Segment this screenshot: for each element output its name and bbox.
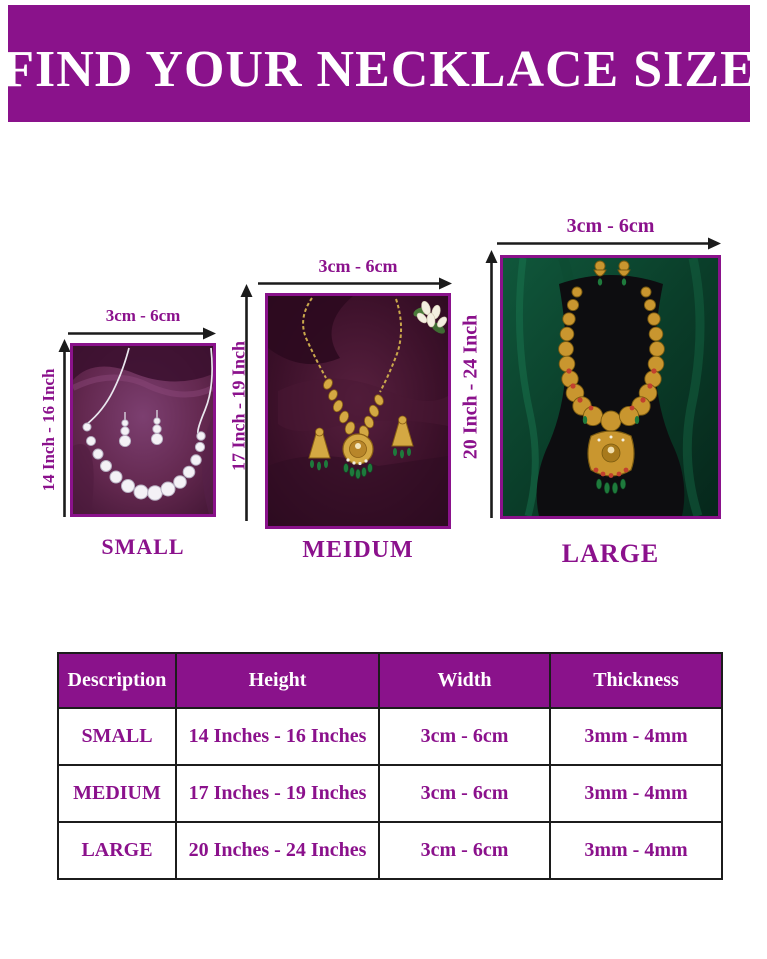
large-width-arrow xyxy=(497,237,721,250)
medium-length-label: 17 Inch - 19 Inch xyxy=(228,340,249,472)
medium-width-arrow xyxy=(258,277,452,290)
large-width-label: 3cm - 6cm xyxy=(566,215,655,237)
small-necklace-illustration xyxy=(73,346,213,514)
large-length-label: 20 Inch - 24 Inch xyxy=(459,314,482,460)
medium-size-name: MEIDUM xyxy=(302,537,414,563)
large-necklace-illustration xyxy=(503,258,718,516)
cell-small-height: 14 Inches - 16 Inches xyxy=(175,707,380,766)
small-length-label: 14 Inch - 16 Inch xyxy=(39,368,58,492)
cell-large-height: 20 Inches - 24 Inches xyxy=(175,821,380,880)
medium-width-label: 3cm - 6cm xyxy=(318,256,398,276)
cell-medium-description: MEDIUM xyxy=(57,764,177,823)
header-banner: FIND YOUR NECKLACE SIZE xyxy=(2,5,755,122)
small-size-name: SMALL xyxy=(101,534,185,559)
header-thickness: Thickness xyxy=(549,652,723,709)
header-description: Description xyxy=(57,652,177,709)
table-row-large: LARGE 20 Inches - 24 Inches 3cm - 6cm 3m… xyxy=(57,821,723,880)
small-width-arrow xyxy=(68,327,216,340)
cell-small-description: SMALL xyxy=(57,707,177,766)
cell-large-width: 3cm - 6cm xyxy=(378,821,551,880)
table-row-small: SMALL 14 Inches - 16 Inches 3cm - 6cm 3m… xyxy=(57,707,723,766)
cell-small-width: 3cm - 6cm xyxy=(378,707,551,766)
medium-height-arrow xyxy=(240,284,253,521)
header-height: Height xyxy=(175,652,380,709)
small-width-label: 3cm - 6cm xyxy=(105,306,181,325)
large-height-arrow xyxy=(485,250,498,518)
large-size-name: LARGE xyxy=(561,539,660,568)
medium-necklace-photo xyxy=(265,293,451,529)
size-chart-table: Description Height Width Thickness SMALL… xyxy=(57,652,723,880)
table-row-medium: MEDIUM 17 Inches - 19 Inches 3cm - 6cm 3… xyxy=(57,764,723,823)
large-necklace-photo xyxy=(500,255,721,519)
page-title: FIND YOUR NECKLACE SIZE xyxy=(2,41,756,98)
cell-small-thickness: 3mm - 4mm xyxy=(549,707,723,766)
cell-large-thickness: 3mm - 4mm xyxy=(549,821,723,880)
cell-medium-width: 3cm - 6cm xyxy=(378,764,551,823)
small-height-arrow xyxy=(58,339,71,517)
table-header-row: Description Height Width Thickness xyxy=(57,652,723,709)
small-necklace-photo xyxy=(70,343,216,517)
medium-necklace-illustration xyxy=(268,296,448,526)
cell-medium-height: 17 Inches - 19 Inches xyxy=(175,764,380,823)
cell-medium-thickness: 3mm - 4mm xyxy=(549,764,723,823)
cell-large-description: LARGE xyxy=(57,821,177,880)
header-width: Width xyxy=(378,652,551,709)
